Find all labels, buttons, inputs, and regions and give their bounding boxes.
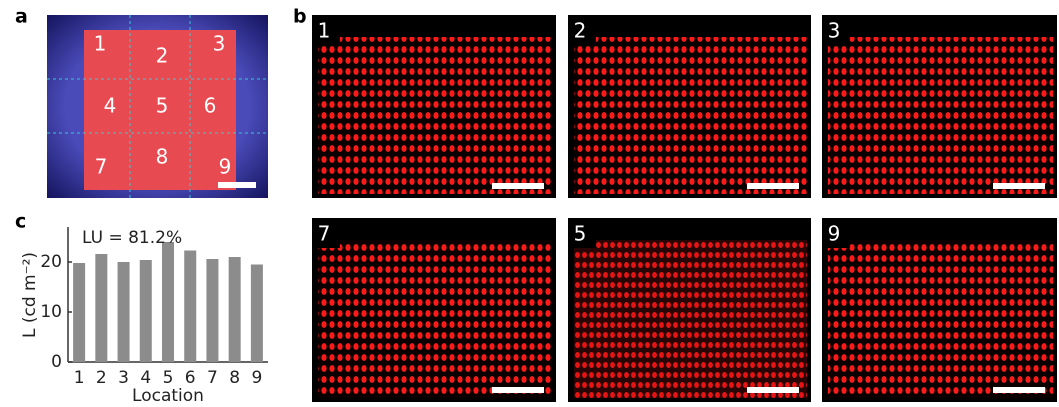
micrograph-pixels xyxy=(318,240,552,398)
micrograph-pixels xyxy=(828,37,1053,194)
x-tick-label: 6 xyxy=(185,368,196,388)
scale-bar xyxy=(492,183,544,189)
bar xyxy=(118,262,130,362)
y-tick-label: 20 xyxy=(40,252,62,272)
bar xyxy=(229,257,241,362)
figure: abc12345678912375901020123456789Location… xyxy=(0,0,1059,407)
bar xyxy=(184,251,196,363)
micrograph-pixels xyxy=(318,37,552,194)
panel-label: b xyxy=(293,6,307,28)
bar xyxy=(95,254,107,362)
micrograph-pixels xyxy=(574,240,807,398)
scale-bar xyxy=(492,387,544,393)
bar xyxy=(206,259,218,362)
region-label: 4 xyxy=(104,94,117,118)
y-tick-label: 0 xyxy=(51,352,62,372)
scale-bar xyxy=(747,387,799,393)
x-tick-label: 9 xyxy=(251,368,262,388)
micrograph-label: 9 xyxy=(828,222,841,246)
micrograph-label: 2 xyxy=(574,19,587,43)
x-tick-label: 1 xyxy=(74,368,85,388)
micrograph-pixels xyxy=(574,37,807,194)
region-label: 7 xyxy=(95,155,108,179)
annotation: LU = 81.2% xyxy=(82,228,182,248)
micrograph-label: 1 xyxy=(318,19,331,43)
panel-label: a xyxy=(15,6,28,28)
x-tick-label: 7 xyxy=(207,368,218,388)
micrograph-pixels xyxy=(828,240,1053,398)
x-tick-label: 8 xyxy=(229,368,240,388)
bar xyxy=(251,265,263,363)
y-axis-label: L (cd m⁻²) xyxy=(20,252,40,338)
region-label: 8 xyxy=(156,145,169,169)
x-tick-label: 2 xyxy=(96,368,107,388)
micrograph-label: 7 xyxy=(318,222,331,246)
region-label: 9 xyxy=(219,155,232,179)
scale-bar xyxy=(993,183,1045,189)
region-label: 3 xyxy=(213,32,226,56)
scale-bar xyxy=(993,387,1045,393)
y-tick-label: 10 xyxy=(40,302,62,322)
x-tick-label: 4 xyxy=(140,368,151,388)
bar xyxy=(162,242,174,362)
micrograph-label: 3 xyxy=(828,19,841,43)
region-label: 1 xyxy=(94,32,107,56)
region-label: 2 xyxy=(156,44,169,68)
region-label: 6 xyxy=(204,94,217,118)
scale-bar xyxy=(747,183,799,189)
panel-label: c xyxy=(15,211,26,233)
bar xyxy=(140,260,152,362)
region-label: 5 xyxy=(156,94,169,118)
x-axis-label: Location xyxy=(132,386,204,406)
micrograph-label: 5 xyxy=(574,222,587,246)
x-tick-label: 3 xyxy=(118,368,129,388)
x-tick-label: 5 xyxy=(163,368,174,388)
bar xyxy=(73,263,85,362)
